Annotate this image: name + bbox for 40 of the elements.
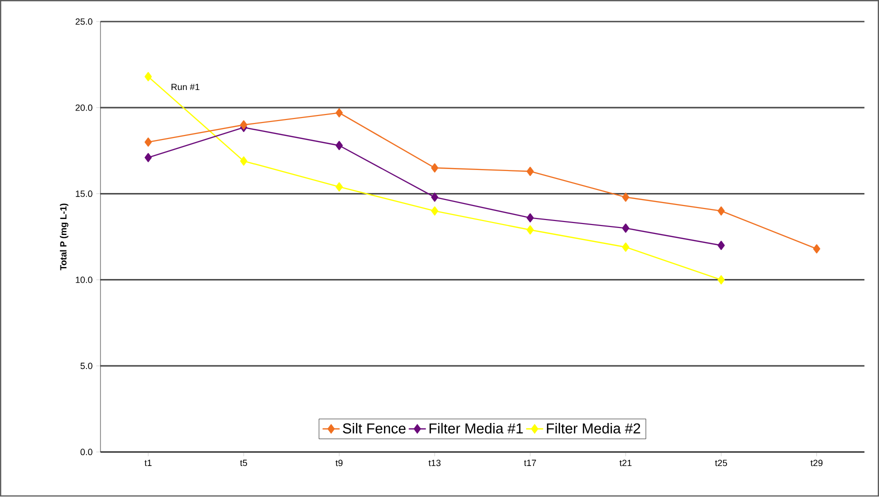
point bbox=[526, 213, 534, 223]
point bbox=[718, 206, 725, 216]
x-tick-label: t5 bbox=[240, 460, 248, 466]
x-tick-label: t17 bbox=[524, 460, 536, 466]
x-tick-label: t9 bbox=[336, 460, 343, 466]
point bbox=[336, 182, 343, 192]
legend-label: Silt Fence bbox=[342, 423, 406, 434]
y-tick-label: 15.0 bbox=[76, 190, 92, 198]
x-tick-label: t29 bbox=[810, 460, 822, 466]
point bbox=[431, 164, 438, 173]
legend-label: Filter Media #2 bbox=[546, 423, 640, 434]
y-tick-label: 20.0 bbox=[76, 104, 92, 112]
point bbox=[718, 275, 725, 285]
x-tick-label: t1 bbox=[144, 460, 152, 466]
y-tick-label: 25.0 bbox=[76, 18, 92, 25]
point bbox=[622, 192, 630, 202]
y-tick-label: 10.0 bbox=[76, 276, 92, 284]
point bbox=[336, 141, 343, 150]
point bbox=[144, 72, 152, 82]
point bbox=[526, 166, 534, 176]
point bbox=[622, 242, 630, 252]
point bbox=[813, 244, 820, 254]
y-tick-label: 5.0 bbox=[80, 362, 92, 370]
point bbox=[526, 226, 534, 235]
x-tick-label: t21 bbox=[620, 460, 632, 466]
point bbox=[240, 156, 248, 166]
y-axis-title: Total P (mg L-1) bbox=[60, 204, 68, 271]
point bbox=[336, 108, 343, 118]
x-tick-label: t13 bbox=[428, 460, 441, 466]
point bbox=[718, 241, 725, 250]
point bbox=[431, 192, 438, 202]
legend-label: Filter Media #1 bbox=[430, 423, 523, 434]
y-tick-label: 0.0 bbox=[80, 449, 92, 456]
point bbox=[144, 153, 152, 162]
point bbox=[431, 206, 438, 216]
point bbox=[240, 120, 248, 130]
point bbox=[144, 138, 152, 147]
x-tick-label: t25 bbox=[715, 460, 728, 466]
annotation: Run #1 bbox=[172, 84, 200, 90]
point bbox=[622, 224, 630, 233]
